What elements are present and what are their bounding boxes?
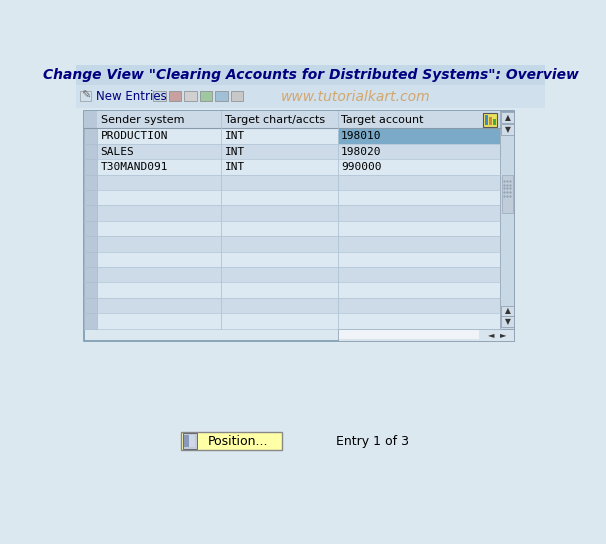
Bar [84,313,98,329]
Bar [98,206,501,221]
Bar [189,435,195,447]
Bar [84,159,98,175]
Bar [489,117,492,125]
Bar [484,113,498,127]
Bar [84,298,98,313]
Text: ▲: ▲ [504,113,510,122]
Text: ▼: ▼ [504,125,510,134]
Bar [153,91,165,102]
Text: 198020: 198020 [341,146,381,157]
Text: 198010: 198010 [341,131,381,141]
Text: 990000: 990000 [341,162,381,172]
Text: www.tutorialkart.com: www.tutorialkart.com [281,90,431,104]
Bar [184,435,189,447]
Text: SALES: SALES [101,146,135,157]
Bar [98,236,501,252]
Bar [84,206,98,221]
Text: INT: INT [225,131,245,141]
Text: INT: INT [225,146,245,157]
Text: Position...: Position... [207,435,268,448]
Text: ▲: ▲ [504,306,510,316]
Bar [84,128,98,144]
Bar [84,221,98,236]
Bar [98,252,501,267]
Bar [84,112,514,341]
Bar [84,267,98,282]
Text: ✎: ✎ [81,91,90,101]
Bar [215,91,228,102]
Text: ◄: ◄ [488,330,494,339]
Text: INT: INT [225,162,245,172]
Bar [231,91,243,102]
Bar [98,267,501,282]
Bar [84,252,98,267]
Bar [501,112,514,123]
Bar [84,144,98,159]
Bar [501,306,514,316]
Bar [338,329,514,341]
Bar [84,282,98,298]
Text: ▼: ▼ [504,317,510,326]
Bar [98,313,501,329]
Bar [184,91,197,102]
Bar [501,124,514,134]
Bar [182,434,197,449]
Bar [98,298,501,313]
Bar [76,65,545,85]
Bar [84,190,98,206]
Text: Sender system: Sender system [101,115,184,125]
Bar [98,128,501,144]
Bar [81,91,92,102]
Text: Target account: Target account [341,115,424,125]
Bar [338,128,501,144]
Bar [501,316,514,327]
Text: T30MAND091: T30MAND091 [101,162,168,172]
Bar [502,175,513,213]
Bar [98,144,501,159]
Bar [98,221,501,236]
Bar [485,115,488,125]
Text: Entry 1 of 3: Entry 1 of 3 [336,435,409,448]
Bar [501,112,514,329]
Bar [98,282,501,298]
Bar [76,85,545,108]
Bar [84,236,98,252]
Bar [98,175,501,190]
Text: ►: ► [501,330,507,339]
Text: Change View "Clearing Accounts for Distributed Systems": Overview: Change View "Clearing Accounts for Distr… [42,69,579,82]
Bar [84,175,98,190]
Bar [200,91,212,102]
Bar [98,190,501,206]
Bar [339,330,479,339]
Text: New Entries: New Entries [96,90,167,103]
Bar [168,91,181,102]
Bar [181,432,282,450]
Text: Target chart/accts: Target chart/accts [225,115,325,125]
Bar [493,119,496,125]
Bar [84,112,501,128]
Bar [98,159,501,175]
Text: PRODUCTION: PRODUCTION [101,131,168,141]
Bar [84,112,98,128]
